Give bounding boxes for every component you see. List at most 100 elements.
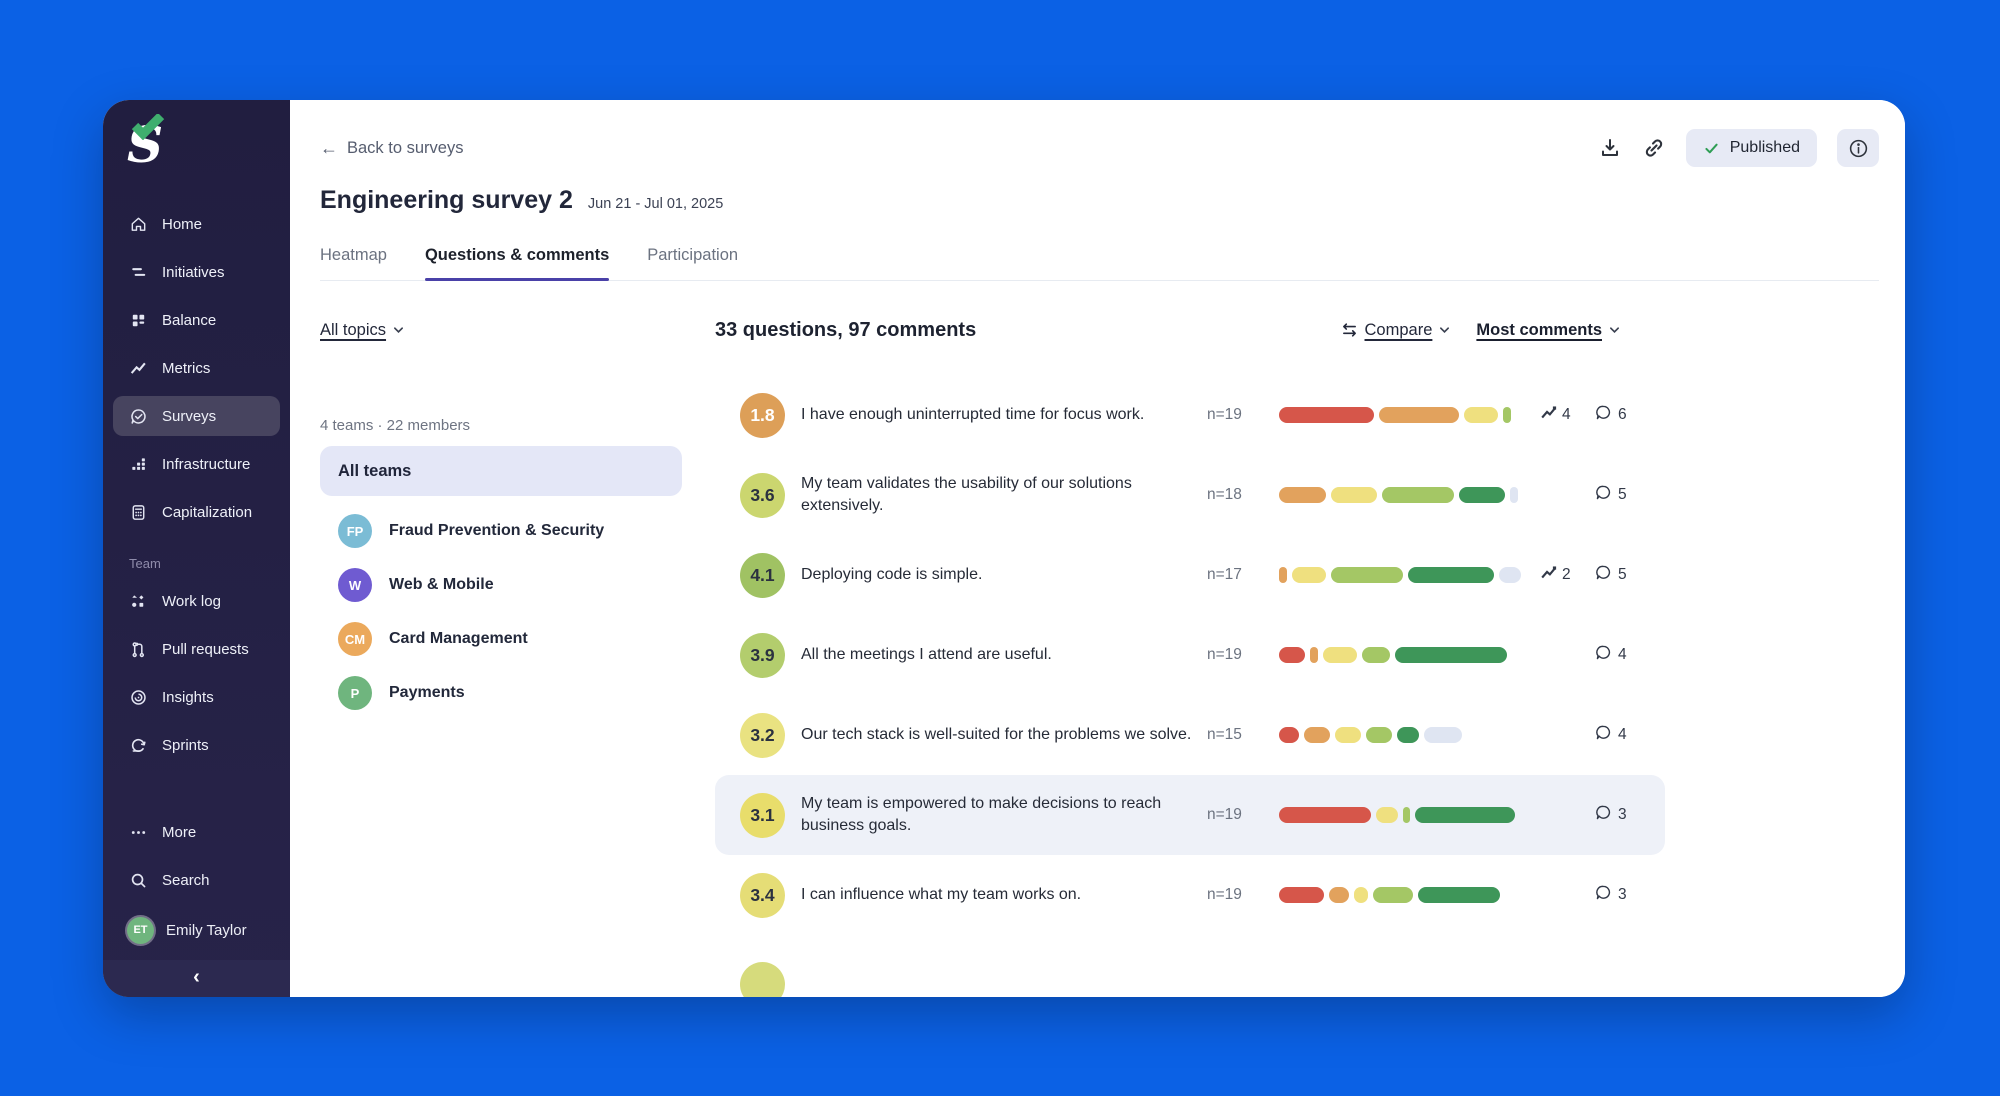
sidebar-item-infrastructure[interactable]: Infrastructure [113, 444, 280, 484]
sort-dropdown[interactable]: Most comments [1476, 321, 1620, 340]
question-row[interactable]: 3.6 My team validates the usability of ou… [715, 455, 1665, 535]
sidebar-collapse-button[interactable]: ‹ [103, 960, 290, 997]
title-row: Engineering survey 2 Jun 21 - Jul 01, 20… [320, 186, 1879, 218]
topics-filter-dropdown[interactable]: All topics [320, 321, 404, 340]
sidebar-item-home[interactable]: Home [113, 204, 280, 244]
surveys-icon [129, 407, 148, 426]
back-to-surveys-link[interactable]: ← Back to surveys [320, 139, 463, 158]
comments-count: 6 [1618, 406, 1627, 423]
more-icon [129, 823, 148, 842]
sidebar-item-insights[interactable]: Insights [113, 677, 280, 717]
question-text: My team is empowered to make decisions t… [801, 795, 1162, 834]
sidebar-item-sprints[interactable]: Sprints [113, 725, 280, 765]
sidebar-item-surveys[interactable]: Surveys [113, 396, 280, 436]
question-row[interactable]: 1.8 I have enough uninterrupted time for … [715, 375, 1665, 455]
score-badge: 3.1 [740, 792, 785, 838]
sidebar-user[interactable]: ET Emily Taylor [113, 908, 280, 952]
question-row[interactable]: 3.2 Our tech stack is well-suited for the… [715, 695, 1665, 775]
team-item-fraud-prevention-security[interactable]: FP Fraud Prevention & Security [320, 504, 715, 558]
score-badge: 1.8 [740, 392, 785, 438]
distribution-segment-yellow [1292, 567, 1326, 583]
chevron-down-icon [393, 326, 404, 334]
response-distribution [1279, 887, 1531, 903]
distribution-segment-lightgreen [1362, 647, 1390, 663]
comments-count: 4 [1618, 646, 1627, 663]
all-teams-item[interactable]: All teams [320, 446, 682, 496]
chevron-down-icon [1439, 326, 1450, 334]
sidebar-item-label: Work log [162, 592, 221, 610]
download-button[interactable] [1598, 136, 1622, 160]
question-row[interactable]: 4.1 Deploying code is simple. n=17 2 5 [715, 535, 1665, 615]
comments-indicator[interactable]: 5 [1595, 484, 1649, 506]
response-distribution [1279, 407, 1531, 423]
comments-indicator[interactable]: 6 [1595, 404, 1649, 426]
question-text: I can influence what my team works on. [801, 886, 1082, 904]
copy-link-button[interactable] [1642, 136, 1666, 160]
respondent-count: n=19 [1207, 806, 1242, 823]
sidebar-item-label: Infrastructure [162, 455, 251, 473]
tab-participation[interactable]: Participation [647, 246, 739, 264]
app-logo[interactable]: S [103, 100, 290, 178]
comment-icon [1595, 884, 1612, 906]
respondent-count: n=19 [1207, 886, 1242, 903]
main-content: ← Back to surveys [290, 100, 1905, 997]
question-row[interactable]: 3.1 My team is empowered to make decision… [715, 775, 1665, 855]
distribution-segment-red [1279, 647, 1305, 663]
team-item-payments[interactable]: P Payments [320, 666, 715, 720]
trend-indicator: 2 [1541, 564, 1595, 586]
comments-indicator[interactable]: 4 [1595, 724, 1649, 746]
all-teams-label: All teams [338, 461, 412, 480]
sidebar-item-work-log[interactable]: Work log [113, 581, 280, 621]
sidebar-item-initiatives[interactable]: Initiatives [113, 252, 280, 292]
response-distribution [1279, 487, 1531, 503]
team-item-web-mobile[interactable]: W Web & Mobile [320, 558, 715, 612]
team-item-card-management[interactable]: CM Card Management [320, 612, 715, 666]
sidebar-item-search[interactable]: Search [113, 860, 280, 900]
respondent-count: n=19 [1207, 646, 1242, 663]
trend-icon [1541, 404, 1558, 426]
tab-questions-comments[interactable]: Questions & comments [424, 246, 610, 281]
distribution-segment-lightgreen [1403, 807, 1410, 823]
sprints-icon [129, 736, 148, 755]
sidebar-item-metrics[interactable]: Metrics [113, 348, 280, 388]
comments-indicator[interactable]: 4 [1595, 644, 1649, 666]
sidebar-item-label: Initiatives [162, 263, 225, 281]
sidebar-nav-bottom: More Search [103, 808, 290, 904]
distribution-segment-none [1510, 487, 1518, 503]
question-text: I have enough uninterrupted time for foc… [801, 406, 1145, 424]
comments-indicator[interactable]: 3 [1595, 804, 1649, 826]
team-avatar: P [338, 676, 372, 710]
compare-dropdown[interactable]: Compare [1341, 321, 1451, 340]
question-row[interactable]: 3.4 I can influence what my team works on… [715, 855, 1665, 935]
distribution-segment-green [1459, 487, 1505, 503]
question-text: All the meetings I attend are useful. [801, 646, 1052, 664]
tab-bar: Heatmap Questions & comments Participation [320, 246, 1879, 281]
status-badge[interactable]: Published [1685, 129, 1817, 167]
comments-indicator[interactable]: 3 [1595, 884, 1649, 906]
sidebar-item-more[interactable]: More [113, 812, 280, 852]
sidebar-item-label: Pull requests [162, 640, 249, 658]
distribution-segment-orange [1304, 727, 1330, 743]
team-name: Card Management [389, 630, 528, 647]
distribution-segment-green [1418, 887, 1500, 903]
status-label: Published [1729, 139, 1800, 156]
sidebar-item-balance[interactable]: Balance [113, 300, 280, 340]
question-row[interactable]: 3.9 All the meetings I attend are useful.… [715, 615, 1665, 695]
comments-indicator[interactable]: 5 [1595, 564, 1649, 586]
sidebar-item-label: Insights [162, 688, 214, 706]
info-button[interactable] [1837, 129, 1879, 167]
team-name: Payments [389, 684, 465, 701]
toolbar-right: Compare Most comments [1341, 321, 1620, 340]
app-window: S Home Initiatives Balance Metrics Surveys In… [103, 100, 1905, 997]
distribution-segment-lightgreen [1331, 567, 1403, 583]
sidebar-item-capitalization[interactable]: Capitalization [113, 492, 280, 532]
comments-count: 5 [1618, 486, 1627, 503]
sidebar-item-label: Sprints [162, 736, 209, 754]
distribution-segment-yellow [1335, 727, 1361, 743]
sidebar-item-pull-requests[interactable]: Pull requests [113, 629, 280, 669]
distribution-segment-red [1279, 887, 1324, 903]
back-label: Back to surveys [347, 138, 464, 157]
comment-icon [1595, 404, 1612, 426]
tab-heatmap[interactable]: Heatmap [320, 246, 387, 264]
comments-count: 4 [1618, 726, 1627, 743]
